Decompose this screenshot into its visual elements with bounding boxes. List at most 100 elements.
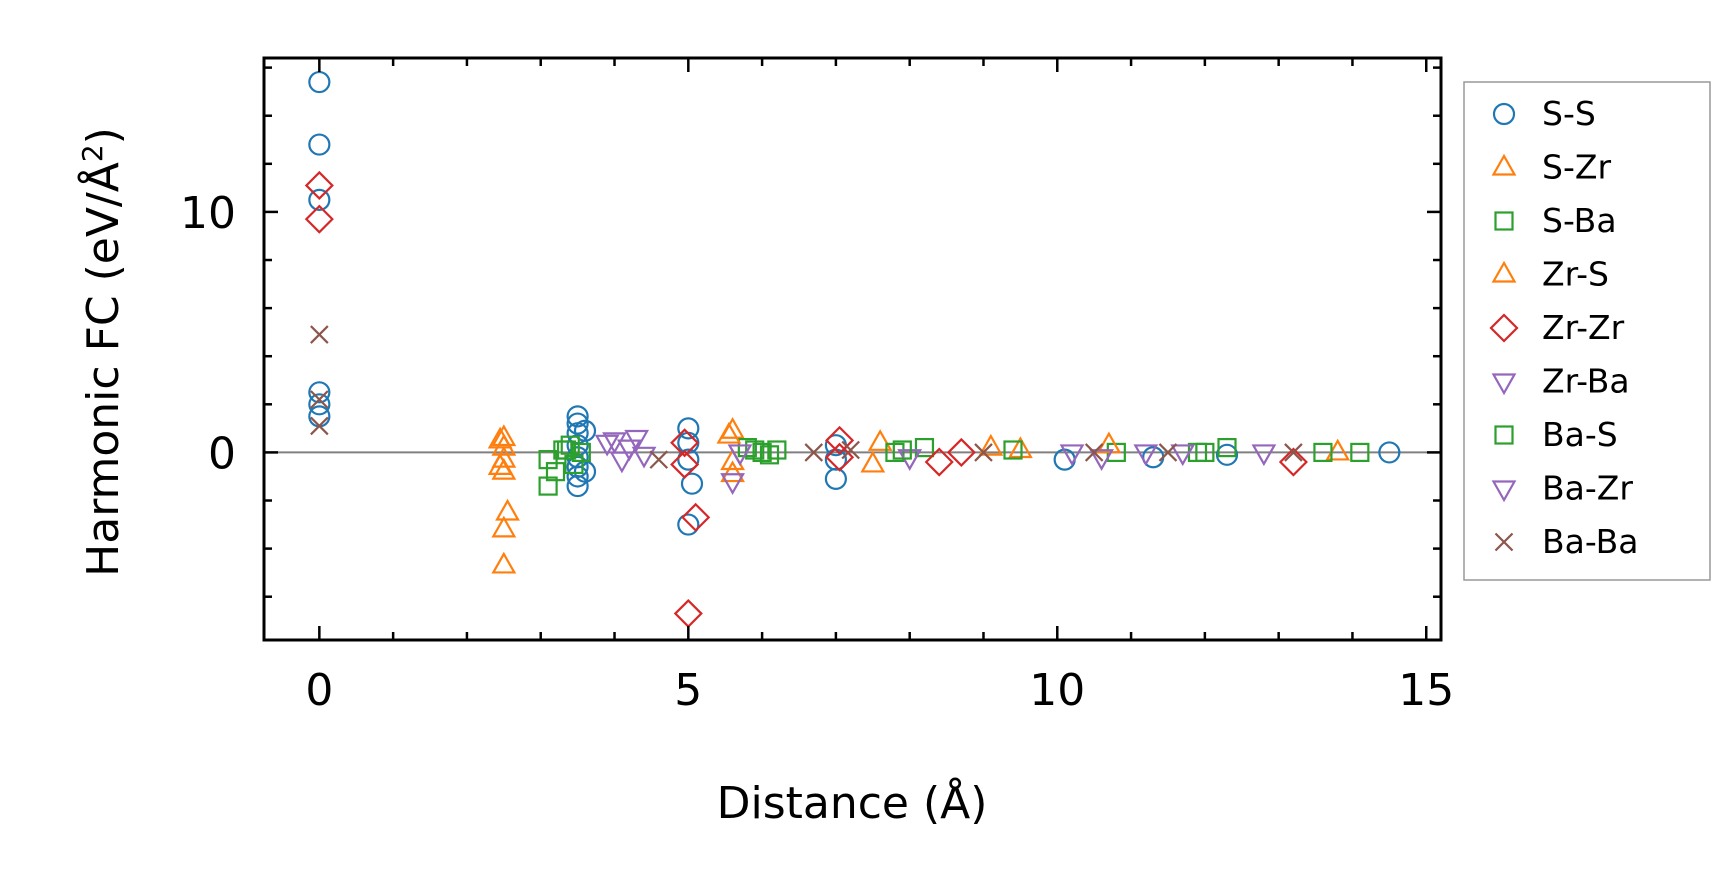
point-zr-s-0 [487,426,513,449]
point-s-s-13 [566,474,589,498]
x-tick-label: 10 [1029,665,1085,716]
legend-label-zr-ba: Zr-Ba [1542,362,1630,401]
x-tick-label: 15 [1398,665,1454,716]
point-s-ba-16 [1350,442,1370,463]
point-ba-zr-3 [727,444,753,467]
legend-marker-s-zr [1491,153,1517,176]
point-s-ba-4 [564,454,584,475]
point-s-s-0 [308,70,331,94]
plot-frame [262,56,1443,642]
point-zr-ba-5 [1059,444,1085,467]
point-zr-zr-2 [670,428,700,458]
point-ba-zr-0 [594,434,620,457]
point-ba-s-0 [545,462,566,482]
legend-label-s-s: S-S [1542,94,1596,133]
point-s-ba-10 [914,438,935,458]
point-zr-ba-6 [1133,444,1159,467]
point-ba-ba-5 [841,440,860,460]
point-ba-ba-0 [310,325,329,344]
legend-label-ba-s: Ba-S [1542,415,1618,454]
y-tick-label: 10 [180,188,236,239]
x-tick-label: 5 [674,665,702,716]
point-zr-zr-5 [673,598,703,629]
point-ba-zr-6 [1251,444,1277,467]
point-ba-ba-8 [1158,443,1178,462]
y-axis-title-close: ) [78,127,129,144]
legend-marker-s-ba [1494,211,1514,231]
point-ba-s-4 [892,440,912,460]
point-zr-ba-2 [631,446,657,469]
point-s-ba-6 [737,438,757,458]
point-s-ba-0 [538,476,558,496]
point-s-zr-10 [860,450,886,473]
legend-label-ba-zr: Ba-Zr [1542,469,1633,508]
point-ba-ba-7 [1084,443,1104,462]
legend-label-ba-ba: Ba-Ba [1542,522,1638,561]
y-axis-title-main: Harmonic FC (eV/Å [76,162,129,577]
point-s-s-19 [677,513,700,536]
point-ba-ba-1 [310,390,329,409]
y-axis-title-superscript: 2 [76,144,109,162]
legend-label-zr-s: Zr-S [1542,255,1609,294]
legend-marker-ba-s [1494,425,1514,445]
point-s-s-4 [308,393,331,416]
point-ba-ba-4 [804,443,824,462]
point-s-s-1 [308,133,331,156]
point-zr-s-1 [487,453,513,475]
point-ba-ba-3 [649,450,669,469]
point-ba-zr-1 [609,451,635,474]
point-zr-zr-6 [825,425,855,455]
point-zr-zr-8 [924,447,954,477]
point-zr-s-3 [978,433,1004,456]
point-s-s-18 [677,448,700,471]
legend-marker-zr-s [1491,260,1517,283]
point-s-ba-14 [1217,438,1237,458]
point-ba-s-1 [556,440,577,460]
point-s-zr-12 [1007,436,1033,459]
point-ba-zr-4 [1089,449,1114,471]
point-s-s-7 [566,412,589,435]
point-ba-ba-9 [1284,443,1303,462]
point-s-s-14 [573,419,597,442]
point-s-zr-4 [495,498,520,521]
point-zr-zr-4 [681,502,711,532]
legend-label-s-ba: S-Ba [1542,201,1617,240]
legend: S-S S-Zr S-Ba Zr-S Zr-Zr Zr-Ba Ba-S Ba-Zr Ba-Ba [1463,81,1711,581]
point-s-ba-3 [560,435,580,455]
point-s-s-2 [308,188,331,211]
point-ba-zr-5 [1170,444,1196,467]
point-s-ba-8 [767,440,787,460]
point-s-ba-15 [1313,442,1333,463]
point-s-s-26 [1215,443,1239,466]
point-zr-s-2 [716,421,742,444]
legend-marker-zr-ba [1491,373,1517,396]
x-axis-title: Distance (Å) [717,776,988,829]
point-s-s-23 [824,467,847,490]
point-s-ba-11 [1003,440,1023,460]
legend-marker-s-s [1492,102,1516,126]
point-zr-zr-9 [946,437,976,467]
point-s-s-3 [308,381,331,404]
point-s-s-6 [566,405,589,428]
point-s-zr-9 [720,460,745,483]
point-zr-zr-3 [670,449,700,479]
point-s-ba-9 [885,442,905,463]
point-ba-s-2 [745,440,765,460]
legend-marker-ba-ba [1494,532,1514,552]
point-zr-zr-10 [1278,447,1308,477]
y-tick-label: 0 [208,428,236,479]
point-ba-zr-2 [624,429,650,452]
point-s-s-16 [677,417,700,440]
point-s-zr-11 [867,429,893,451]
point-s-ba-1 [538,450,558,470]
point-s-zr-5 [491,515,517,538]
legend-marker-ba-zr [1491,480,1517,503]
point-s-s-20 [680,472,704,495]
point-s-ba-5 [571,442,591,463]
point-s-ba-7 [752,442,772,463]
legend-label-s-zr: S-Zr [1542,148,1611,187]
y-axis-title: Harmonic FC (eV/Å2) [76,127,130,577]
point-ba-s-3 [759,445,780,465]
point-s-zr-6 [491,551,517,574]
